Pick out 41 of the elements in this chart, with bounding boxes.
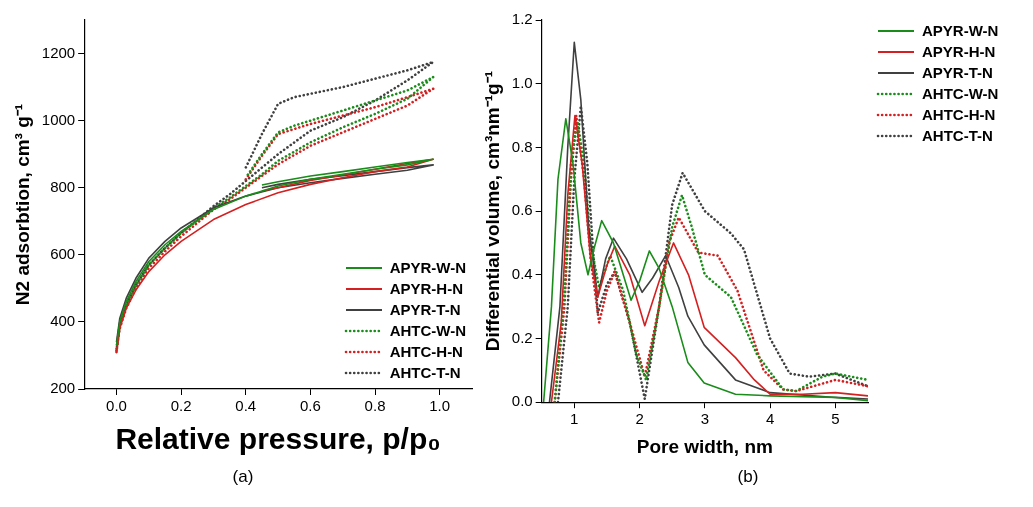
x-tick-label: 0.8 [364,397,386,415]
x-tick-label: 0.2 [170,397,192,415]
legend-label: APYR-H-N [922,42,996,62]
x-tick-label: 1 [570,410,579,428]
y-tick-label: 0.6 [511,201,533,219]
legend-label: AHTC-T-N [389,363,461,383]
legend-label: AHTC-W-N [389,321,466,341]
y-axis-title: Differential volume, cm³nm⁻¹g⁻¹ [481,71,503,352]
y-tick-label: 200 [50,379,76,397]
y-tick-label: 0.2 [511,328,533,346]
legend-label: APYR-W-N [389,258,466,278]
x-axis-title: Relative pressure, p/p₀ [115,422,441,456]
x-tick-label: 0.0 [106,397,127,415]
y-axis-title: N2 adsorbtion, cm³ g⁻¹ [11,103,33,306]
y-tick-label: 0.4 [511,264,533,282]
y-tick-label: 800 [50,177,76,195]
y-tick-label: 1.2 [511,10,533,28]
y-tick-label: 0.8 [511,137,533,155]
y-tick-label: 1200 [41,43,76,61]
x-tick-label: 0.6 [299,397,321,415]
x-tick-label: 3 [700,410,709,428]
y-tick-label: 1000 [41,110,76,128]
x-tick-label: 1.0 [429,397,451,415]
text: (b) [736,467,760,487]
x-tick-label: 0.4 [235,397,257,415]
legend-label: APYR-T-N [922,63,993,83]
x-tick-label: 4 [765,410,775,428]
x-tick-label: 2 [635,410,644,428]
legend-label: APYR-H-N [389,279,463,299]
legend-label: AHTC-H-N [389,342,463,362]
legend-label: APYR-W-N [922,21,999,41]
x-tick-label: 5 [831,410,840,428]
text: (a) [231,467,255,487]
y-tick-label: 600 [50,244,76,262]
legend-label: AHTC-T-N [922,126,993,146]
y-tick-label: 400 [50,312,76,330]
legend-label: AHTC-W-N [922,84,999,104]
legend-label: AHTC-H-N [922,105,996,125]
legend-label: APYR-T-N [389,300,461,320]
x-axis-title: Pore width, nm [636,435,773,457]
y-tick-label: 1.0 [511,73,533,91]
